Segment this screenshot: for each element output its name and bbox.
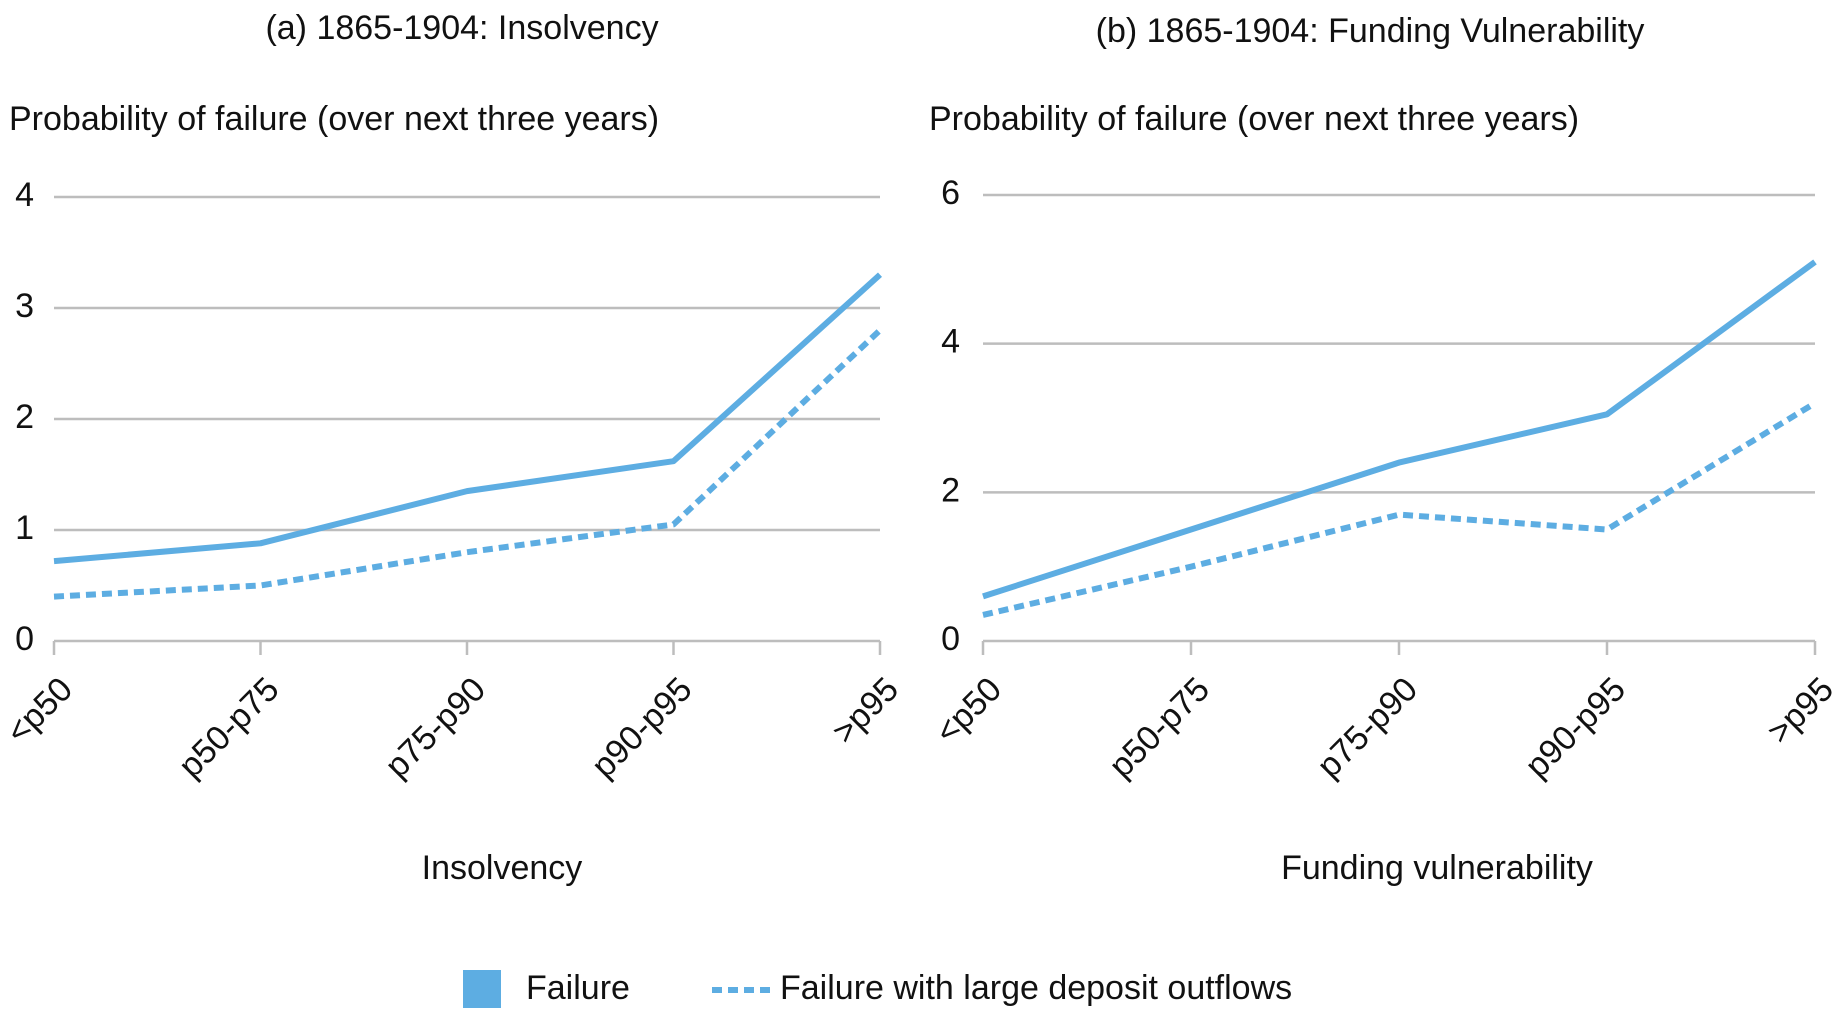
x-tick-label: p75-p90 — [378, 670, 493, 785]
x-axis-label: Funding vulnerability — [1281, 849, 1593, 887]
y-tick-label: 1 — [15, 509, 34, 547]
legend-swatch — [463, 970, 501, 1008]
y-tick-label: 3 — [15, 287, 34, 325]
y-axis-label: Probability of failure (over next three … — [929, 100, 1579, 138]
x-tick-label: p50-p75 — [1102, 670, 1217, 785]
y-axis-label: Probability of failure (over next three … — [9, 100, 659, 138]
x-tick-label: >p95 — [1760, 670, 1840, 751]
x-tick-label: p90-p95 — [584, 670, 699, 785]
x-tick-label: >p95 — [825, 670, 906, 751]
y-tick-label: 0 — [941, 620, 960, 658]
y-tick-label: 6 — [941, 174, 960, 212]
x-tick-label: p75-p90 — [1310, 670, 1425, 785]
y-tick-label: 2 — [941, 471, 960, 509]
y-tick-label: 2 — [15, 398, 34, 436]
x-axis-label: Insolvency — [422, 849, 583, 887]
series-line — [982, 400, 1817, 618]
legend: Failure Failure with large deposit outfl… — [463, 969, 1292, 1008]
series-line — [53, 328, 883, 600]
chart-title: (a) 1865-1904: Insolvency — [265, 9, 658, 47]
series-line — [53, 272, 883, 565]
y-tick-label: 4 — [15, 176, 34, 214]
series-line — [982, 259, 1817, 600]
y-tick-label: 4 — [941, 323, 960, 361]
y-tick-label: 0 — [15, 620, 34, 658]
x-tick-label: p50-p75 — [171, 670, 286, 785]
x-tick-label: <p50 — [928, 670, 1009, 751]
legend-label: Failure with large deposit outflows — [780, 969, 1292, 1007]
legend-label: Failure — [526, 969, 630, 1007]
x-tick-label: <p50 — [0, 670, 80, 751]
x-tick-label: p90-p95 — [1518, 670, 1633, 785]
chart-title: (b) 1865-1904: Funding Vulnerability — [1096, 12, 1645, 50]
